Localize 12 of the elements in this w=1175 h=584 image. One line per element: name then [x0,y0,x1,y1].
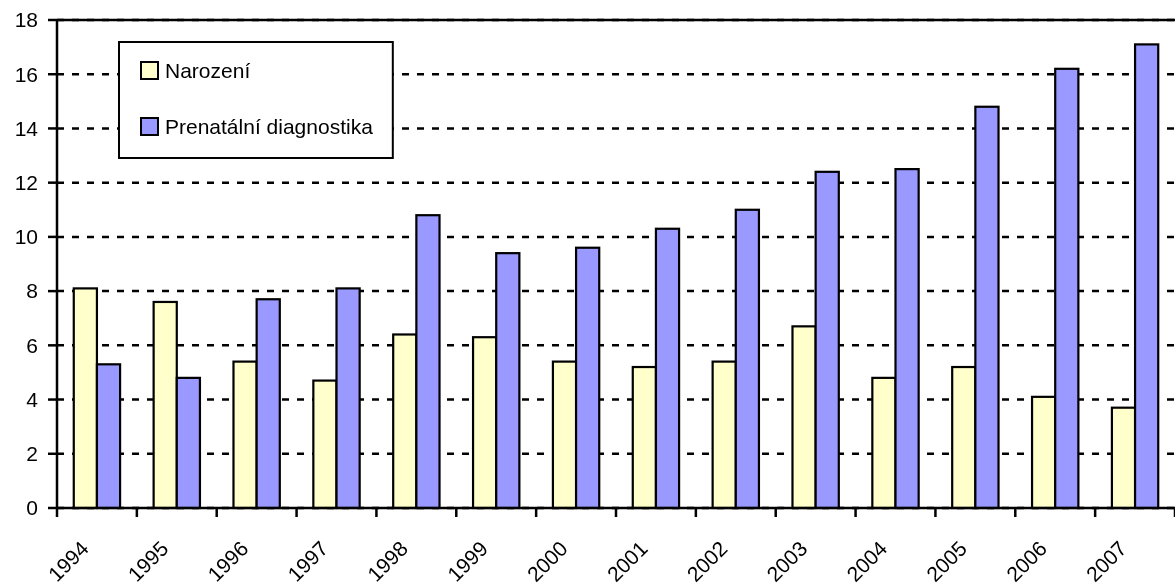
y-tick-label: 18 [14,8,38,32]
y-tick-label: 4 [26,387,39,411]
y-tick-label: 0 [26,496,38,520]
y-tick-label: 14 [14,116,39,140]
legend-label: Narození [165,59,251,82]
y-tick-label: 10 [14,225,38,249]
legend-label: Prenatální diagnostika [165,115,374,138]
y-tick-label: 8 [26,279,38,303]
y-tick-label: 12 [14,171,38,195]
y-tick-label: 16 [14,62,38,86]
y-tick-label: 6 [26,333,38,357]
y-tick-label: 2 [26,442,38,466]
